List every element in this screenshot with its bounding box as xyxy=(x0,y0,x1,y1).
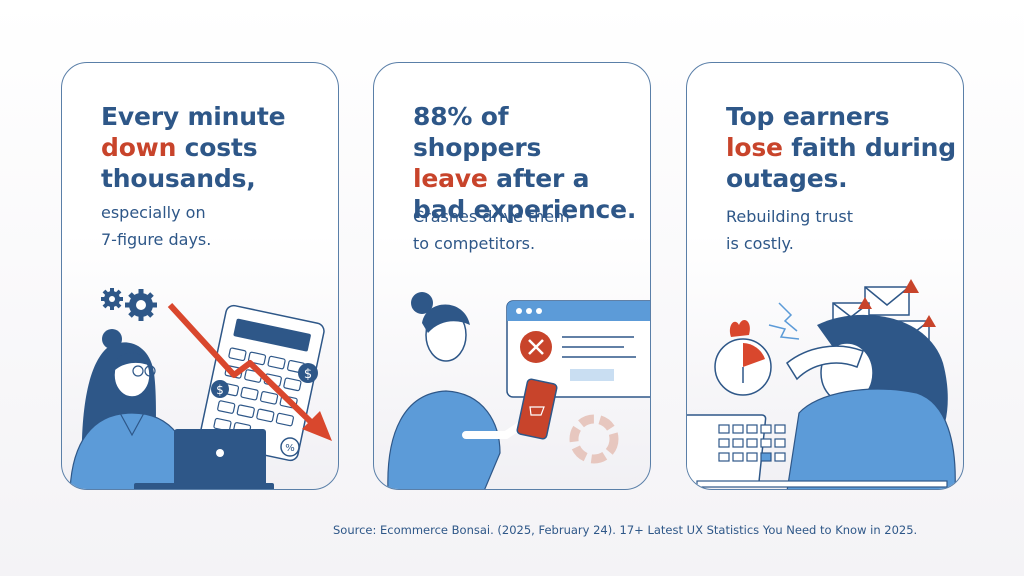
shopper-illustration xyxy=(387,292,650,489)
woman-with-phone xyxy=(387,292,528,489)
subtext-line: especially on xyxy=(101,203,206,222)
laptop-icon xyxy=(134,429,274,489)
card-subtext: Rebuilding trust is costly. xyxy=(726,203,946,257)
svg-text:%: % xyxy=(285,443,295,454)
headline-line: faith during xyxy=(782,133,956,162)
earners-illustration xyxy=(687,279,956,489)
card-subtext: especially on 7-figure days. xyxy=(101,199,321,253)
headline-line: Every minute xyxy=(101,102,286,131)
calculator-icon xyxy=(199,304,325,462)
subtext-line: to competitors. xyxy=(413,234,536,253)
stopwatch-fire-icon xyxy=(714,320,772,396)
headline-line: costs xyxy=(176,133,258,162)
smartphone-cart-icon xyxy=(516,378,558,440)
headline-highlight: leave xyxy=(413,164,488,193)
svg-text:$: $ xyxy=(304,367,312,382)
card-shopper-loss: 88% of shoppers leave after a bad experi… xyxy=(373,62,651,490)
subtext-line: 7-figure days. xyxy=(101,230,212,249)
percent-coin-icon: % xyxy=(280,437,300,457)
browser-window-icon xyxy=(506,300,650,398)
subtext-line: Crashes drive them xyxy=(413,207,570,226)
gear-icon xyxy=(101,288,157,321)
card-subtext: Crashes drive them to competitors. xyxy=(413,203,633,257)
headline-line: after a xyxy=(487,164,590,193)
card-headline: Top earners lose faith during outages. xyxy=(726,101,956,194)
headline-line: 88% of shoppers xyxy=(413,102,542,162)
headline-line: bad experience. xyxy=(413,195,637,224)
loading-spinner-icon xyxy=(569,414,619,464)
card-headline: Every minute down costs thousands, xyxy=(101,101,331,194)
card-top-earners: Top earners lose faith during outages. R… xyxy=(686,62,964,490)
headline-highlight: lose xyxy=(726,133,783,162)
error-x-icon xyxy=(520,331,552,363)
woman-at-laptop xyxy=(69,329,195,489)
headline-line: thousands, xyxy=(101,164,256,193)
dollar-coin-icon: $ $ xyxy=(211,363,318,398)
card-downtime-cost: Every minute down costs thousands, espec… xyxy=(61,62,339,490)
down-trend-arrow-icon xyxy=(167,302,332,441)
subtext-line: is costly. xyxy=(726,234,794,253)
subtext-line: Rebuilding trust xyxy=(726,207,854,226)
headline-line: outages. xyxy=(726,164,848,193)
keypad-icon xyxy=(687,414,948,488)
card-headline: 88% of shoppers leave after a bad experi… xyxy=(413,101,643,225)
headline-highlight: down xyxy=(101,133,177,162)
headline-line: Top earners xyxy=(726,102,890,131)
woman-stressed xyxy=(786,314,956,489)
svg-text:$: $ xyxy=(216,383,224,397)
downtime-illustration: $ $ % xyxy=(69,288,332,489)
source-citation: Source: Ecommerce Bonsai. (2025, Februar… xyxy=(333,523,918,537)
